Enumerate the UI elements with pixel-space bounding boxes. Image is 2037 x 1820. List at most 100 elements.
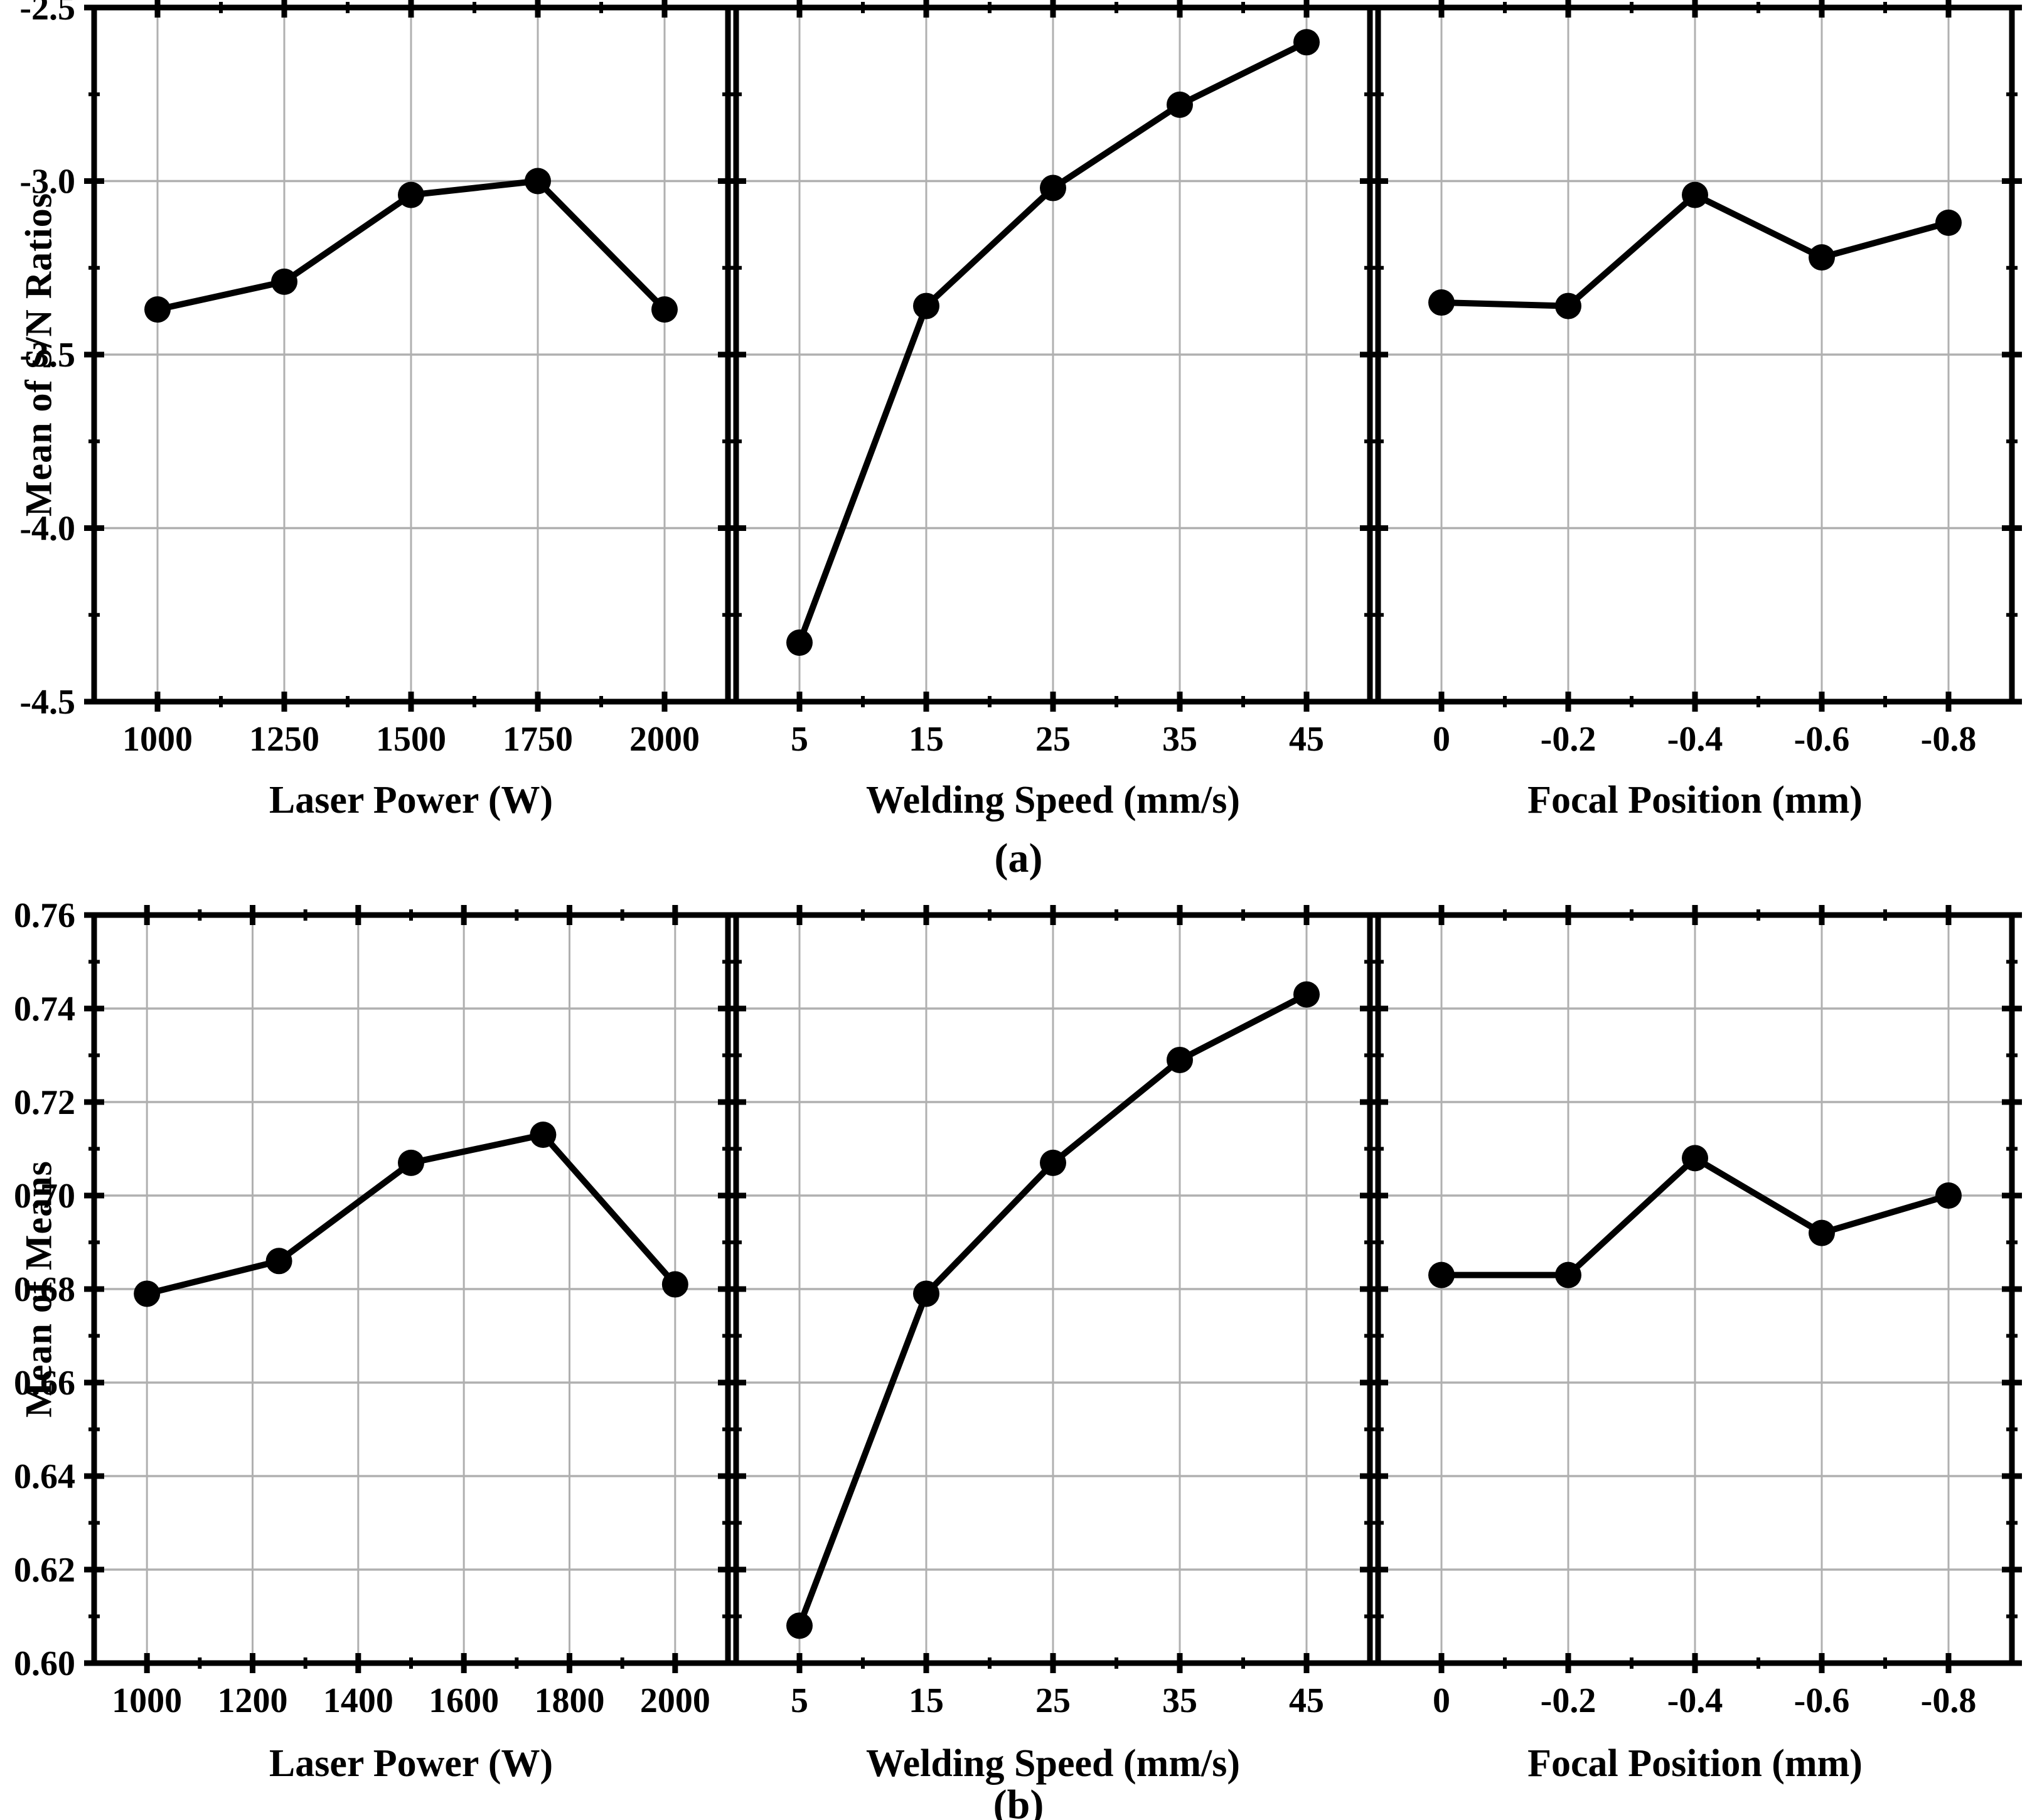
plot-a-laser-power: 1000 1250 1500 1750 2000 -2.5 -3.0 -3.5 -4.0 -4.5 <box>19 0 738 759</box>
data-point <box>1040 1149 1066 1176</box>
y-tick-label: 0.72 <box>14 1083 75 1122</box>
x-tick-label: 1000 <box>112 1681 182 1720</box>
data-point <box>1293 981 1320 1008</box>
data-point <box>1935 1182 1962 1209</box>
data-point <box>913 1280 939 1307</box>
x-tick-label: 5 <box>791 1681 808 1720</box>
x-axis-title-a-welding-speed: Welding Speed (mm/s) <box>866 779 1240 822</box>
x-tick-label: 45 <box>1289 1681 1324 1720</box>
x-tick-label: -0.4 <box>1667 1681 1723 1720</box>
data-point <box>1809 244 1835 271</box>
x-tick-label: 2000 <box>640 1681 710 1720</box>
panel-b-focal-position: 0 -0.2 -0.4 -0.6 -0.8 <box>1368 905 2022 1720</box>
plot-a-welding-speed: 5 15 25 35 45 <box>726 0 1380 759</box>
panel-b-welding-speed: 5 15 25 35 45 <box>726 905 1380 1720</box>
caption-a: (a) <box>0 835 2037 882</box>
data-point <box>1428 289 1455 316</box>
x-axis-title-b-focal-position: Focal Position (mm) <box>1527 1742 1863 1785</box>
data-point <box>1555 292 1581 319</box>
axis-frame <box>1375 912 2015 1666</box>
x-tick-label: 15 <box>909 720 944 759</box>
data-point <box>1428 1261 1455 1288</box>
y-tick-label: 0.74 <box>14 990 75 1029</box>
data-point <box>1293 29 1320 56</box>
x-tick-label: -0.2 <box>1541 720 1596 759</box>
caption-b-close: ) <box>1030 1782 1044 1820</box>
data-point <box>1935 209 1962 236</box>
data-point <box>1555 1261 1581 1288</box>
x-tick-label: 1000 <box>122 720 193 759</box>
plot-b-welding-speed: 5 15 25 35 45 <box>726 905 1380 1720</box>
x-tick-label: 1500 <box>376 720 446 759</box>
caption-b-open: ( <box>993 1782 1007 1820</box>
x-tick-label: -0.8 <box>1921 1681 1977 1720</box>
y-tick-label: 0.60 <box>14 1644 75 1683</box>
x-tick-label: 25 <box>1035 720 1071 759</box>
x-axis-title-a-focal-position: Focal Position (mm) <box>1527 779 1863 822</box>
data-point <box>1167 1046 1193 1073</box>
data-point <box>271 268 297 295</box>
x-tick-label: 1400 <box>323 1681 393 1720</box>
data-point <box>1809 1219 1835 1246</box>
data-point <box>398 1149 424 1176</box>
y-tick-label: 0.66 <box>14 1364 75 1403</box>
x-tick-label: 0 <box>1433 720 1450 759</box>
data-point <box>1682 1145 1708 1172</box>
subfigure-b: Mean of Means 1000 1200 1400 1600 1800 2000 0.… <box>0 896 2037 1820</box>
x-tick-label: 1800 <box>535 1681 605 1720</box>
x-tick-label: -0.6 <box>1794 720 1850 759</box>
data-point <box>530 1121 557 1148</box>
y-tick-label: 0.68 <box>14 1270 75 1309</box>
caption-a-letter: a <box>1008 835 1029 881</box>
x-tick-label: 1250 <box>249 720 319 759</box>
panel-a-focal-position: 0 -0.2 -0.4 -0.6 -0.8 <box>1368 0 2022 759</box>
x-tick-label: -0.6 <box>1794 1681 1850 1720</box>
x-tick-label: 25 <box>1035 1681 1071 1720</box>
x-tick-label: 15 <box>909 1681 944 1720</box>
x-tick-label: 1200 <box>218 1681 288 1720</box>
x-tick-label: 5 <box>791 720 808 759</box>
data-point <box>1682 181 1708 208</box>
caption-b-letter: b <box>1007 1782 1030 1820</box>
y-tick-label: -4.5 <box>19 683 75 722</box>
x-tick-label: 35 <box>1162 720 1197 759</box>
x-axis-title-b-welding-speed: Welding Speed (mm/s) <box>866 1742 1240 1785</box>
y-tick-label: 0.76 <box>14 896 75 935</box>
axis-frame <box>1375 4 2015 705</box>
x-tick-label: 45 <box>1289 720 1324 759</box>
subfigure-a: Mean of S/N Ratios 1000 1250 1500 1750 2000-… <box>0 0 2037 882</box>
data-point <box>651 296 678 323</box>
data-point <box>398 181 424 208</box>
data-point <box>1167 91 1193 118</box>
data-point <box>144 296 171 323</box>
panel-a-welding-speed: 5 15 25 35 45 <box>726 0 1380 759</box>
x-axis-title-b-laser-power: Laser Power (W) <box>269 1742 553 1785</box>
x-tick-label: -0.4 <box>1667 720 1723 759</box>
panel-b-laser-power: 1000 1200 1400 1600 1800 2000 0.76 0.74 0.72 0.70… <box>14 896 738 1720</box>
data-point <box>525 168 551 195</box>
plot-b-laser-power: 1000 1200 1400 1600 1800 2000 0.76 0.74 0.72 0.70… <box>14 896 738 1720</box>
y-tick-label: 0.64 <box>14 1457 75 1496</box>
x-tick-label: -0.2 <box>1541 1681 1596 1720</box>
y-tick-label: -3.0 <box>19 163 75 201</box>
panel-a-laser-power: 1000 1250 1500 1750 2000 -2.5 -3.0 -3.5 -4.0 -4.5 <box>19 0 738 759</box>
caption-a-close: ) <box>1029 835 1043 881</box>
x-axis-title-a-laser-power: Laser Power (W) <box>269 779 553 822</box>
plot-a-focal-position: 0 -0.2 -0.4 -0.6 -0.8 <box>1368 0 2022 759</box>
data-point <box>786 1612 813 1639</box>
data-point <box>786 629 813 656</box>
y-tick-label: -4.0 <box>19 510 75 549</box>
y-tick-label: -2.5 <box>19 0 75 28</box>
caption-b: (b) <box>0 1781 2037 1820</box>
y-tick-label: 0.70 <box>14 1177 75 1216</box>
plot-b-focal-position: 0 -0.2 -0.4 -0.6 -0.8 <box>1368 905 2022 1720</box>
data-point <box>1040 174 1066 201</box>
y-tick-label: -3.5 <box>19 336 75 375</box>
x-tick-label: -0.8 <box>1921 720 1977 759</box>
caption-a-open: ( <box>994 835 1008 881</box>
x-tick-label: 1600 <box>429 1681 499 1720</box>
x-tick-label: 0 <box>1433 1681 1450 1720</box>
x-tick-label: 1750 <box>503 720 573 759</box>
data-point <box>661 1271 688 1298</box>
